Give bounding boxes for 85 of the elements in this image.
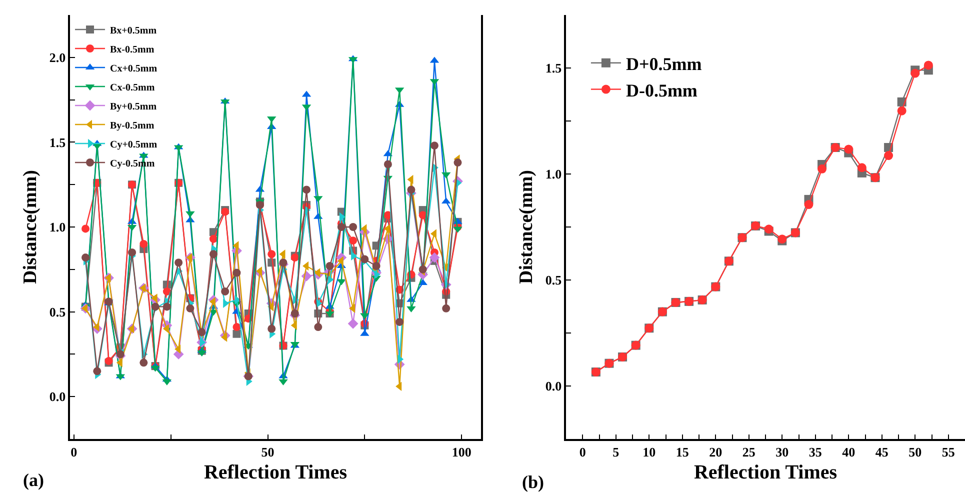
point bbox=[910, 68, 920, 78]
point bbox=[82, 224, 90, 233]
legend-label: D+0.5mm bbox=[626, 54, 702, 74]
legend-label: By-0.5mm bbox=[110, 120, 155, 132]
point bbox=[162, 302, 171, 311]
point bbox=[418, 211, 427, 220]
point bbox=[209, 234, 218, 243]
point bbox=[349, 223, 358, 231]
x-tick-label: 5 bbox=[612, 444, 620, 460]
x-axis-title: Reflection Times bbox=[694, 461, 838, 484]
legend-label: Cx-0.5mm bbox=[110, 82, 156, 94]
legend-label: Cy+0.5mm bbox=[110, 139, 158, 150]
point bbox=[454, 158, 462, 167]
point bbox=[290, 310, 299, 318]
point bbox=[232, 268, 241, 277]
text: (a) bbox=[23, 470, 44, 490]
point bbox=[314, 323, 322, 332]
y-axis-title: Distance(mm) bbox=[20, 170, 41, 284]
x-tick-label: 50 bbox=[908, 444, 922, 460]
legend-label: D-0.5mm bbox=[626, 80, 698, 100]
y-tick-label: 1.5 bbox=[49, 134, 66, 150]
point bbox=[857, 163, 866, 172]
point bbox=[337, 223, 346, 231]
y-tick-label: 0.0 bbox=[545, 378, 562, 394]
x-tick-label: 20 bbox=[709, 444, 722, 460]
point bbox=[844, 144, 854, 154]
point bbox=[384, 160, 392, 168]
legend-label: By+0.5mm bbox=[110, 101, 158, 112]
point bbox=[151, 302, 160, 311]
point bbox=[897, 106, 906, 116]
point bbox=[93, 367, 102, 376]
point bbox=[232, 323, 241, 332]
y-tick-label: 1.0 bbox=[49, 220, 66, 235]
legend-label: Bx-0.5mm bbox=[110, 44, 155, 56]
x-tick-label: 0 bbox=[579, 444, 586, 460]
point bbox=[349, 236, 358, 245]
point bbox=[279, 258, 288, 267]
x-axis-title: Reflection Times bbox=[204, 461, 348, 484]
x-tick-label: 25 bbox=[742, 444, 756, 460]
x-tick-label: 0 bbox=[70, 444, 78, 460]
point bbox=[128, 248, 136, 256]
point bbox=[396, 318, 404, 326]
point bbox=[268, 324, 276, 333]
point bbox=[348, 318, 358, 329]
point bbox=[924, 60, 933, 70]
point bbox=[804, 200, 814, 210]
point bbox=[140, 240, 148, 248]
point bbox=[140, 358, 148, 367]
x-tick-label: 50 bbox=[261, 444, 274, 460]
legend-label: Bx+0.5mm bbox=[110, 25, 158, 36]
point bbox=[221, 287, 230, 296]
point bbox=[174, 258, 183, 267]
x-tick-label: 45 bbox=[875, 444, 889, 460]
point bbox=[372, 262, 380, 270]
x-tick-label: 55 bbox=[942, 444, 956, 460]
x-tick-label: 100 bbox=[452, 444, 472, 460]
point bbox=[116, 350, 124, 358]
point bbox=[232, 330, 241, 338]
x-tick-label: 15 bbox=[676, 444, 690, 460]
text: (b) bbox=[522, 472, 544, 492]
point bbox=[209, 250, 218, 258]
point bbox=[268, 250, 276, 258]
legend-label: Cx+0.5mm bbox=[110, 63, 158, 74]
point bbox=[82, 254, 90, 262]
x-tick-label: 40 bbox=[842, 444, 856, 460]
point bbox=[818, 164, 827, 174]
x-tick-label: 35 bbox=[808, 444, 822, 460]
point bbox=[442, 304, 450, 312]
point bbox=[186, 304, 194, 312]
y-tick-label: 2.0 bbox=[49, 50, 66, 65]
y-tick-label: 0.5 bbox=[545, 272, 562, 288]
point bbox=[407, 186, 416, 194]
point bbox=[162, 287, 171, 296]
point bbox=[302, 186, 311, 194]
x-tick-label: 30 bbox=[776, 444, 789, 460]
y-axis-title: Distance(mm) bbox=[516, 170, 537, 284]
point bbox=[884, 151, 894, 160]
y-tick-label: 1.0 bbox=[545, 166, 562, 182]
y-tick-label: 1.5 bbox=[545, 60, 562, 76]
point bbox=[326, 262, 334, 270]
y-tick-label: 0.5 bbox=[49, 304, 66, 320]
point bbox=[429, 252, 440, 263]
point bbox=[430, 142, 438, 150]
point bbox=[360, 255, 369, 264]
x-tick-label: 10 bbox=[642, 444, 656, 460]
